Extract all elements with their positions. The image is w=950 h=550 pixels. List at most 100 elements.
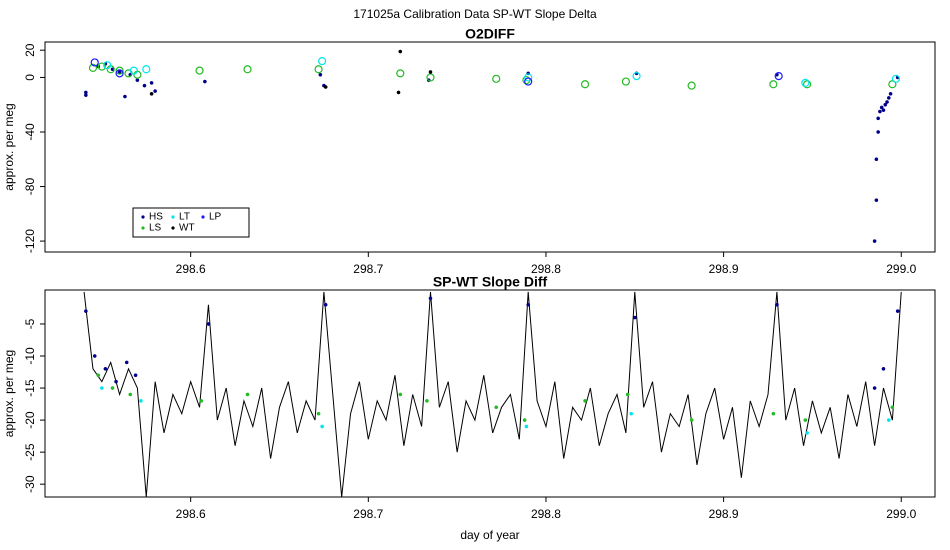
data-point — [398, 392, 403, 397]
data-point — [90, 58, 99, 67]
data-point — [314, 65, 323, 74]
data-point — [199, 399, 204, 403]
y-axis-label: approx. per meg — [2, 103, 16, 190]
data-point — [97, 62, 106, 71]
data-point — [879, 105, 884, 110]
data-point — [428, 70, 433, 74]
data-point — [632, 315, 637, 320]
chart-title: O2DIFF — [465, 26, 515, 42]
data-point — [115, 66, 124, 75]
data-line — [83, 291, 902, 497]
y-tick-label: -80 — [23, 178, 37, 196]
data-point — [891, 74, 901, 83]
legend-marker — [201, 215, 205, 219]
y-tick-label: 0 — [23, 74, 37, 81]
data-point — [625, 392, 630, 397]
y-tick-label: -120 — [23, 229, 37, 253]
data-point — [103, 61, 112, 70]
data-point — [115, 69, 124, 78]
data-point — [492, 74, 501, 83]
data-point — [195, 66, 204, 75]
data-point — [88, 63, 98, 73]
data-point — [318, 56, 327, 66]
data-point — [774, 71, 783, 81]
data-point — [629, 411, 634, 416]
legend-marker — [141, 215, 145, 219]
legend-label: LS — [149, 223, 162, 234]
x-axis-label: day of year — [460, 528, 519, 542]
y-tick-label: -25 — [23, 443, 37, 461]
data-point — [243, 65, 252, 74]
data-point — [139, 399, 143, 403]
data-point — [396, 69, 405, 78]
x-tick-label: 298.9 — [709, 262, 739, 276]
data-point — [687, 81, 696, 90]
legend-label: WT — [179, 223, 195, 234]
data-point — [96, 373, 101, 378]
data-point — [129, 66, 138, 75]
x-tick-label: 298.6 — [176, 507, 206, 521]
data-point — [92, 354, 97, 358]
data-point — [133, 373, 138, 378]
data-point — [153, 89, 157, 93]
data-point — [84, 93, 88, 98]
x-tick-label: 298.8 — [531, 507, 561, 521]
data-point — [769, 80, 778, 89]
data-point — [428, 296, 433, 301]
legend-label: HS — [149, 212, 163, 223]
data-point — [425, 399, 429, 403]
y-tick-label: -15 — [23, 379, 37, 397]
data-point — [803, 418, 808, 422]
x-tick-label: 298.8 — [531, 262, 561, 276]
data-point — [876, 130, 881, 134]
data-point — [878, 109, 882, 114]
data-point — [84, 309, 88, 313]
plot-frame — [44, 41, 936, 253]
data-point — [885, 100, 889, 104]
legend-marker — [141, 226, 145, 230]
data-point — [888, 91, 893, 96]
data-point — [881, 366, 886, 371]
data-point — [775, 302, 779, 307]
plot-frame — [44, 289, 936, 498]
data-point — [872, 239, 877, 243]
data-point — [874, 198, 879, 203]
data-point — [203, 79, 207, 84]
data-point — [426, 73, 435, 82]
data-point — [117, 70, 122, 74]
y-tick-label: -10 — [23, 347, 37, 365]
data-point — [99, 386, 104, 390]
chart-title: SP-WT Slope Diff — [433, 274, 548, 290]
data-point — [621, 77, 630, 86]
data-point — [135, 78, 140, 83]
data-point — [801, 78, 810, 88]
data-point — [895, 309, 900, 313]
y-tick-label: 20 — [23, 43, 37, 57]
x-tick-label: 299.0 — [886, 507, 916, 521]
y-tick-label: -20 — [23, 411, 37, 429]
data-point — [206, 322, 211, 326]
data-point — [874, 157, 879, 162]
data-point — [805, 431, 809, 435]
data-point — [398, 49, 403, 54]
data-point — [881, 108, 886, 113]
data-point — [522, 418, 527, 422]
data-point — [876, 116, 881, 121]
legend-marker — [171, 226, 175, 230]
legend-label: LT — [179, 212, 190, 223]
data-point — [318, 72, 323, 77]
data-point — [890, 405, 895, 410]
x-tick-label: 298.7 — [353, 507, 383, 521]
data-point — [149, 81, 154, 85]
x-tick-label: 298.9 — [709, 507, 739, 521]
data-point — [524, 77, 533, 86]
data-point — [316, 411, 321, 416]
plot-area — [84, 49, 901, 243]
plot-area — [83, 291, 902, 497]
data-point — [128, 392, 133, 397]
data-point — [103, 366, 108, 371]
data-point — [526, 302, 531, 307]
x-tick-label: 299.0 — [886, 262, 916, 276]
y-axis-label: approx. per meg — [2, 350, 16, 437]
